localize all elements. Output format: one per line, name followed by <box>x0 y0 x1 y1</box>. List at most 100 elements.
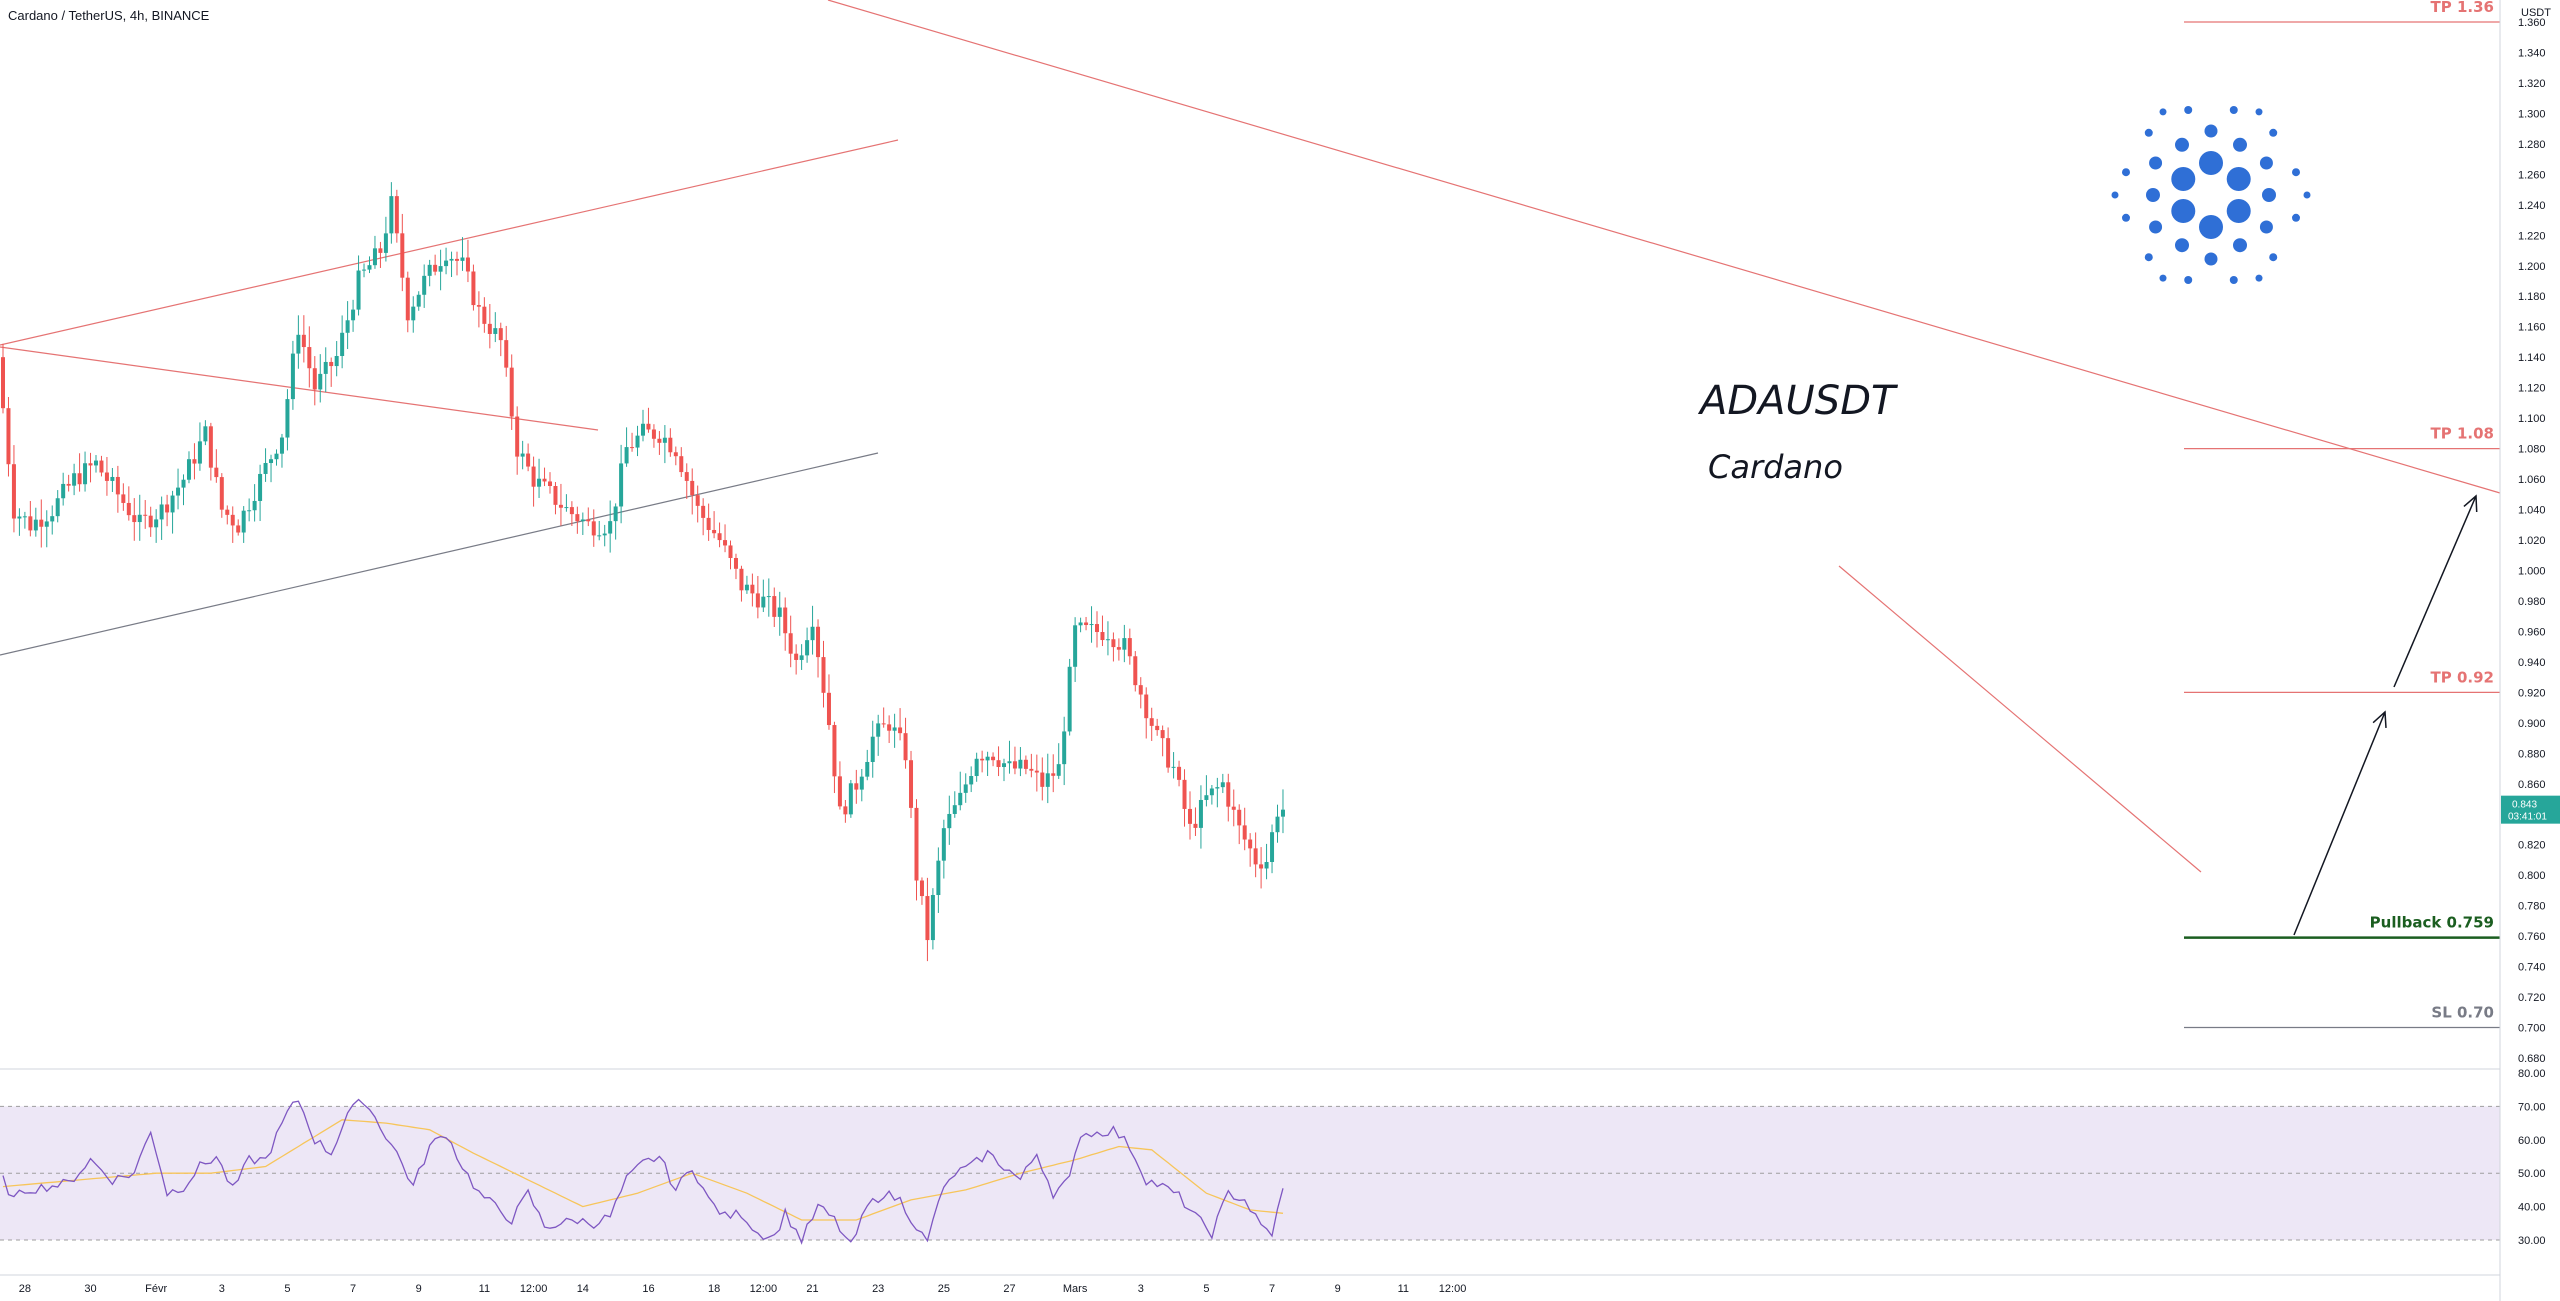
target-levels[interactable]: TP 1.36 TP 1.08 TP 0.92 Pullback 0.759 SL 0.… <box>2184 0 2500 1029</box>
candle <box>701 498 706 536</box>
candle <box>668 428 673 457</box>
major-downtrend-line[interactable] <box>827 0 2501 494</box>
name-annotation[interactable]: Cardano <box>1708 448 1843 486</box>
price-tick-label: 1.320 <box>2518 78 2546 90</box>
arrow-up-icon[interactable] <box>2393 494 2478 688</box>
price-tick-label: 1.300 <box>2518 108 2546 120</box>
drawn-trendlines[interactable] <box>0 0 2501 873</box>
candle <box>837 761 842 810</box>
candle <box>887 715 892 743</box>
candle <box>176 468 181 510</box>
candle <box>848 779 853 818</box>
candle <box>657 431 662 455</box>
candle <box>591 509 596 547</box>
candle <box>61 472 66 506</box>
candle <box>690 468 695 515</box>
candle <box>307 326 312 388</box>
candle <box>345 301 350 350</box>
candle <box>72 463 77 496</box>
price-tick-label: 1.020 <box>2518 535 2546 547</box>
price-tick-label: 1.340 <box>2518 47 2546 59</box>
price-tick-label: 1.060 <box>2518 474 2546 486</box>
candle <box>132 498 137 541</box>
candle <box>991 752 996 767</box>
level-sl[interactable]: SL 0.70 <box>2184 1004 2500 1029</box>
rising-support-line[interactable] <box>0 452 879 656</box>
level-tp[interactable]: TP 1.08 <box>2184 425 2500 450</box>
candle <box>28 500 33 537</box>
candle <box>39 499 44 548</box>
price-panel[interactable]: TP 1.36 TP 1.08 TP 0.92 Pullback 0.759 SL 0.… <box>0 0 2501 1029</box>
candle <box>340 315 345 369</box>
price-tick-label: 0.880 <box>2518 748 2546 760</box>
candle <box>662 425 667 464</box>
candle <box>892 713 897 748</box>
candle <box>236 519 241 536</box>
candle <box>980 750 985 773</box>
candle <box>427 259 432 287</box>
candle <box>1062 716 1067 786</box>
candle <box>772 587 777 627</box>
candle <box>1215 777 1220 808</box>
candle <box>898 708 903 741</box>
candle <box>362 263 367 278</box>
candle <box>433 254 438 276</box>
candle <box>143 500 148 529</box>
candle <box>794 644 799 675</box>
candle <box>619 444 624 524</box>
candle <box>969 766 974 793</box>
candle <box>17 508 22 536</box>
rsi-panel[interactable] <box>0 1098 2500 1245</box>
candle <box>455 251 460 276</box>
arrow-up-icon[interactable] <box>2293 710 2387 936</box>
candle <box>104 457 109 496</box>
price-tick-label: 0.720 <box>2518 992 2546 1004</box>
candle <box>739 565 744 602</box>
time-axis[interactable]: 28 30 Févr 3 5 7 9 11 12:00 14 16 18 12:00 21 23 25 27 Ma… <box>19 1283 1467 1295</box>
symbol-annotation[interactable]: ADAUSDT <box>1697 378 1899 424</box>
time-tick-label: 21 <box>806 1283 818 1295</box>
price-tick-label: 1.140 <box>2518 352 2546 364</box>
candle <box>1171 752 1176 779</box>
candle <box>613 503 618 540</box>
level-tp[interactable]: TP 0.92 <box>2184 668 2500 693</box>
level-pullback[interactable]: Pullback 0.759 <box>2184 914 2500 939</box>
candle <box>22 511 27 529</box>
rising-channel-top-line[interactable] <box>0 139 899 346</box>
short-downtrend-line[interactable] <box>1838 565 2202 873</box>
time-tick-label: 5 <box>1203 1283 1209 1295</box>
time-tick-label: 28 <box>19 1283 31 1295</box>
time-tick-label: Mars <box>1063 1283 1088 1295</box>
candle <box>1067 658 1072 736</box>
rsi-axis[interactable]: 80.00 70.00 60.00 50.00 40.00 30.00 <box>2518 1068 2546 1247</box>
candle <box>241 506 246 543</box>
level-label: SL 0.70 <box>2431 1004 2494 1022</box>
candle <box>1253 832 1258 878</box>
level-tp[interactable]: TP 1.36 <box>2184 0 2500 23</box>
candle <box>941 819 946 879</box>
channel-mid-line[interactable] <box>0 346 599 431</box>
time-tick-label: 9 <box>416 1283 422 1295</box>
candle <box>1100 615 1105 647</box>
price-tick-label: 1.000 <box>2518 565 2546 577</box>
candle <box>1226 773 1231 822</box>
candle <box>821 640 826 708</box>
candle <box>766 578 771 617</box>
candle <box>733 553 738 580</box>
projection-arrows[interactable] <box>2293 494 2478 936</box>
candle <box>66 474 71 492</box>
candle <box>422 264 427 308</box>
price-axis[interactable]: 1.360 1.340 1.320 1.300 1.280 1.260 1.240 1.220… <box>2518 17 2546 1065</box>
candle <box>1275 804 1280 843</box>
candle <box>372 235 377 269</box>
candle <box>476 291 481 328</box>
candle <box>312 356 317 406</box>
candle <box>843 799 848 823</box>
time-tick-label: 11 <box>1398 1283 1409 1295</box>
price-tick-label: 0.700 <box>2518 1023 2546 1035</box>
price-tick-label: 1.260 <box>2518 169 2546 181</box>
candle <box>411 296 416 333</box>
candle <box>263 448 268 482</box>
candle <box>859 768 864 802</box>
